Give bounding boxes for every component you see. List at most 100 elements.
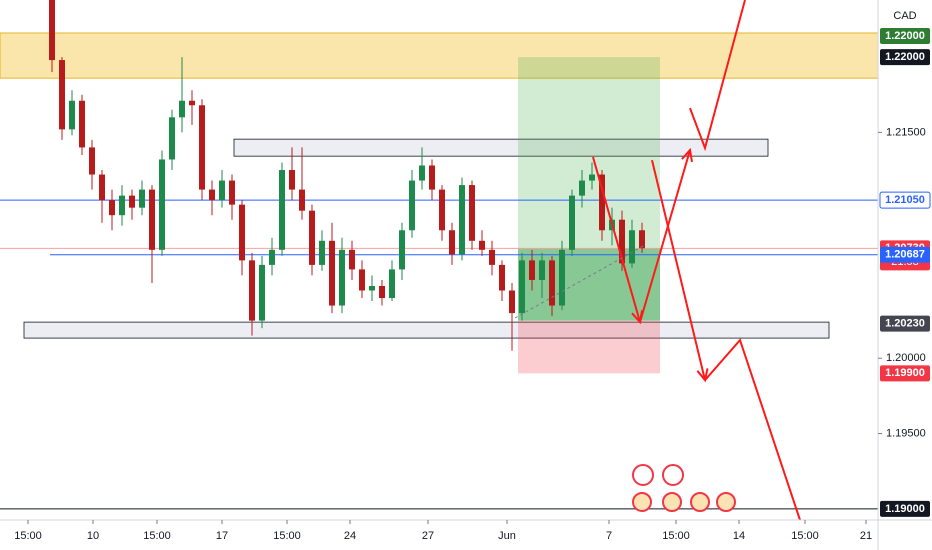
x-tick-label: 15:00 — [273, 530, 301, 542]
candle-body — [309, 210, 315, 265]
candle-body — [69, 100, 75, 130]
event-icon — [632, 464, 654, 486]
candle-body — [119, 195, 125, 216]
arrow — [689, 0, 746, 152]
candle-body — [459, 185, 465, 255]
price-label-bg — [880, 27, 930, 44]
x-tick-label: 21 — [860, 530, 872, 542]
x-tick-label: 17 — [216, 530, 228, 542]
event-icon — [662, 492, 682, 512]
x-tick-label: 10 — [87, 530, 99, 542]
candle-body — [219, 180, 225, 201]
x-tick-label: 15:00 — [14, 530, 42, 542]
candle-body — [379, 285, 385, 299]
candle-body — [469, 185, 475, 241]
x-tick-label: 27 — [422, 530, 434, 542]
price-label-bg — [880, 49, 930, 66]
candle-body — [129, 195, 135, 208]
candle-body — [439, 189, 445, 231]
candle-body — [349, 249, 355, 270]
candle-body — [319, 240, 325, 265]
candle-body — [209, 189, 215, 201]
candle-body — [159, 159, 165, 250]
loss-zone — [518, 320, 660, 374]
candle-body — [589, 174, 595, 181]
zone — [0, 32, 879, 79]
arrow-head — [681, 147, 693, 163]
price-label: 1.22000 — [885, 30, 925, 42]
price-label: 1.22000 — [885, 51, 925, 63]
price-label-bg — [879, 191, 931, 209]
candle-body — [429, 165, 435, 190]
x-tick-label: 24 — [344, 530, 356, 542]
x-tick-label: Jun — [498, 530, 516, 542]
candle-body — [79, 100, 85, 148]
candle-body — [479, 240, 485, 250]
price-label: 1.19000 — [885, 503, 925, 515]
candle-body — [329, 240, 335, 306]
price-label: 1.20230 — [885, 318, 925, 330]
candle-body — [139, 189, 145, 208]
event-icon — [632, 492, 652, 512]
candle-body — [559, 249, 565, 306]
candle-body — [389, 269, 395, 299]
arrow — [651, 159, 706, 381]
candle-body — [189, 100, 195, 106]
candle-body — [629, 230, 635, 264]
candle-body — [259, 264, 265, 321]
candle-body — [289, 170, 295, 190]
candle-body — [519, 260, 525, 314]
price-label: 1.19900 — [885, 367, 925, 379]
candle-body — [249, 260, 255, 321]
arrow — [704, 338, 801, 521]
price-label: 1.20687 — [885, 249, 925, 261]
candle-body — [109, 200, 115, 216]
open-profit — [518, 248, 660, 321]
candle-body — [169, 117, 175, 160]
zone — [233, 138, 769, 157]
x-tick-label: 15:00 — [143, 530, 171, 542]
x-tick-label: 14 — [733, 530, 745, 542]
arrow — [639, 149, 691, 323]
candle-body — [199, 105, 205, 190]
event-icons — [632, 464, 736, 512]
candle-body — [59, 60, 65, 130]
candle-body — [399, 230, 405, 270]
price-label-bg — [880, 315, 930, 332]
candle-body — [299, 189, 305, 211]
currency-label: CAD — [893, 10, 916, 22]
candle-body — [149, 189, 155, 250]
price-label-bg — [880, 246, 930, 263]
candle-body — [339, 249, 345, 306]
x-tick-label: 15:00 — [662, 530, 690, 542]
zone — [23, 321, 830, 339]
candle-body — [529, 260, 535, 280]
y-tick-label: 1.19500 — [886, 427, 926, 439]
candle-body — [179, 100, 185, 118]
x-tick-label: 15:00 — [791, 530, 819, 542]
candle-body — [99, 174, 105, 201]
candle-body — [499, 264, 505, 291]
candle-body — [449, 230, 455, 255]
candle-body — [639, 230, 645, 249]
candle-body — [359, 269, 365, 291]
arrow — [592, 156, 641, 323]
candle-body — [89, 147, 95, 175]
event-icon — [690, 492, 710, 512]
candle-body — [569, 195, 575, 250]
y-tick-label: 1.20000 — [886, 352, 926, 364]
candle-body — [509, 290, 515, 314]
event-icon — [662, 464, 684, 486]
x-tick-label: 7 — [606, 530, 612, 542]
candle-body — [579, 180, 585, 196]
candle-body — [409, 180, 415, 231]
price-label-bg — [880, 365, 930, 382]
candle-body — [49, 0, 55, 61]
candle-body — [369, 285, 375, 291]
price-label-bg — [880, 500, 930, 517]
event-icon — [716, 492, 736, 512]
candle-body — [549, 260, 555, 306]
candle-body — [599, 174, 605, 231]
